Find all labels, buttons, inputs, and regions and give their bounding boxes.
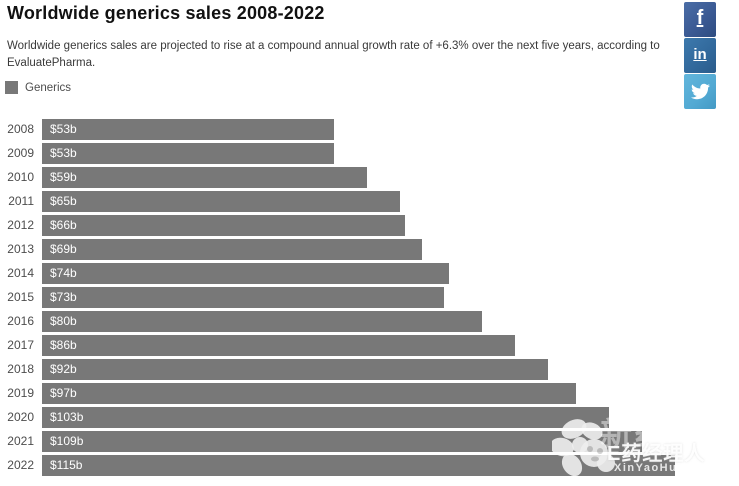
legend-swatch-icon bbox=[5, 81, 18, 94]
generics-bar[interactable]: $115b bbox=[42, 455, 675, 476]
generics-bar[interactable]: $80b bbox=[42, 311, 482, 332]
generics-bar[interactable]: $74b bbox=[42, 263, 449, 284]
facebook-share-button[interactable]: f bbox=[684, 2, 716, 37]
bar-row: 2014 $74b bbox=[7, 263, 732, 287]
bar-row: 2021 $109b bbox=[7, 431, 732, 455]
bar-row: 2022 $115b bbox=[7, 455, 732, 479]
bar-value-label: $65b bbox=[50, 194, 77, 208]
bar-value-label: $59b bbox=[50, 170, 77, 184]
year-label: 2013 bbox=[7, 242, 34, 256]
bar-value-label: $53b bbox=[50, 146, 77, 160]
generics-bar[interactable]: $73b bbox=[42, 287, 444, 308]
year-label: 2021 bbox=[7, 434, 34, 448]
legend-label: Generics bbox=[25, 81, 72, 94]
legend-item-generics[interactable]: Generics bbox=[5, 81, 71, 94]
bar-value-label: $80b bbox=[50, 314, 77, 328]
linkedin-share-button[interactable]: in bbox=[684, 38, 716, 73]
generics-bar[interactable]: $53b bbox=[42, 143, 334, 164]
year-label: 2010 bbox=[7, 170, 34, 184]
bar-row: 2008 $53b bbox=[7, 119, 732, 143]
generics-bar[interactable]: $103b bbox=[42, 407, 609, 428]
bar-value-label: $86b bbox=[50, 338, 77, 352]
chart-subtitle: Worldwide generics sales are projected t… bbox=[7, 40, 660, 69]
generics-bar[interactable]: $69b bbox=[42, 239, 422, 260]
bar-row: 2009 $53b bbox=[7, 143, 732, 167]
generics-bar[interactable]: $53b bbox=[42, 119, 334, 140]
generics-bar[interactable]: $59b bbox=[42, 167, 367, 188]
facebook-icon: f bbox=[696, 7, 704, 29]
bar-row: 2013 $69b bbox=[7, 239, 732, 263]
twitter-share-button[interactable] bbox=[684, 74, 716, 109]
twitter-bird-icon bbox=[690, 82, 710, 101]
bar-value-label: $53b bbox=[50, 122, 77, 136]
bar-value-label: $92b bbox=[50, 362, 77, 376]
social-share-rail: f in bbox=[684, 2, 716, 110]
year-label: 2014 bbox=[7, 266, 34, 280]
bar-value-label: $74b bbox=[50, 266, 77, 280]
bar-value-label: $115b bbox=[50, 458, 83, 472]
bar-row: 2012 $66b bbox=[7, 215, 732, 239]
year-label: 2017 bbox=[7, 338, 34, 352]
bar-value-label: $66b bbox=[50, 218, 77, 232]
generics-bar[interactable]: $86b bbox=[42, 335, 515, 356]
year-label: 2016 bbox=[7, 314, 34, 328]
year-label: 2015 bbox=[7, 290, 34, 304]
bar-value-label: $109b bbox=[50, 434, 84, 448]
generics-bar[interactable]: $66b bbox=[42, 215, 405, 236]
bar-value-label: $97b bbox=[50, 386, 77, 400]
year-label: 2018 bbox=[7, 362, 34, 376]
bar-row: 2017 $86b bbox=[7, 335, 732, 359]
bar-row: 2011 $65b bbox=[7, 191, 732, 215]
year-label: 2009 bbox=[7, 146, 34, 160]
generics-bar[interactable]: $97b bbox=[42, 383, 576, 404]
bar-value-label: $73b bbox=[50, 290, 77, 304]
page-title: Worldwide generics sales 2008-2022 bbox=[7, 3, 325, 23]
bar-value-label: $103b bbox=[50, 410, 84, 424]
year-label: 2011 bbox=[8, 194, 34, 208]
bar-rows: 2008 $53b 2009 $53b 2010 $59b 2011 $65b 2012 $66b… bbox=[7, 119, 732, 479]
year-label: 2008 bbox=[7, 122, 34, 136]
generics-bar[interactable]: $109b bbox=[42, 431, 642, 452]
bar-row: 2018 $92b bbox=[7, 359, 732, 383]
bar-row: 2016 $80b bbox=[7, 311, 732, 335]
linkedin-icon: in bbox=[693, 46, 707, 63]
year-label: 2022 bbox=[7, 458, 34, 472]
generics-bar[interactable]: $92b bbox=[42, 359, 548, 380]
bar-value-label: $69b bbox=[50, 242, 77, 256]
bar-row: 2010 $59b bbox=[7, 167, 732, 191]
year-label: 2012 bbox=[7, 218, 34, 232]
year-label: 2020 bbox=[7, 410, 34, 424]
year-label: 2019 bbox=[7, 386, 34, 400]
bar-chart: 2008 $53b 2009 $53b 2010 $59b 2011 $65b 2012 $66b… bbox=[7, 119, 732, 479]
bar-row: 2015 $73b bbox=[7, 287, 732, 311]
bar-row: 2020 $103b bbox=[7, 407, 732, 431]
generics-bar[interactable]: $65b bbox=[42, 191, 400, 212]
bar-row: 2019 $97b bbox=[7, 383, 732, 407]
